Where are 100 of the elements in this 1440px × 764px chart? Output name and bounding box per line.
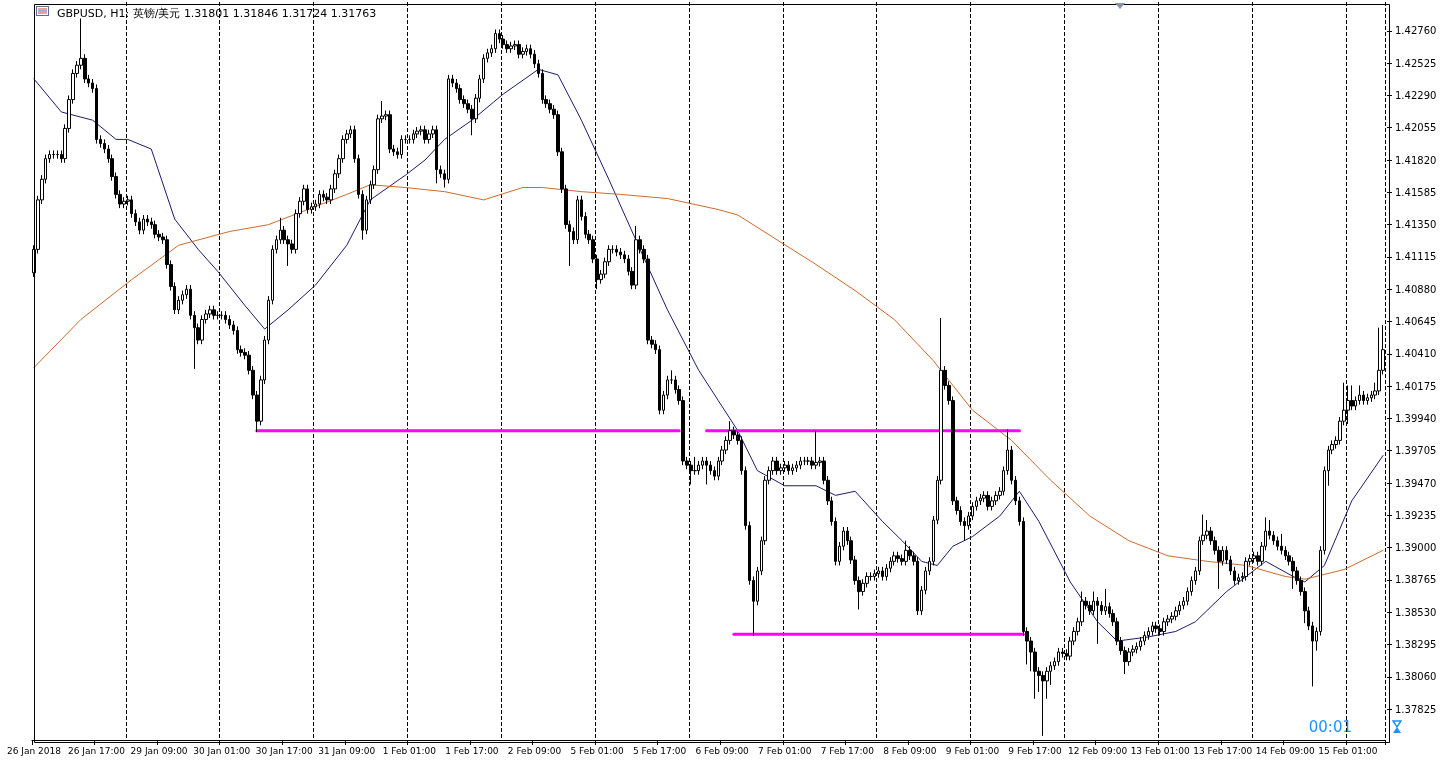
x-tick-label: 30 Jan 17:00 [255, 745, 313, 756]
x-tick-label: 15 Feb 01:00 [1318, 745, 1378, 756]
candlestick [908, 545, 912, 561]
candlestick [212, 305, 216, 320]
y-tick-label: 1.39235 [1395, 509, 1437, 521]
candlestick [142, 214, 145, 235]
candlestick [95, 83, 98, 145]
candlestick [1135, 641, 1138, 654]
candlestick [509, 41, 513, 54]
candlestick [1178, 600, 1181, 616]
x-tick-label: 13 Feb 17:00 [1193, 745, 1253, 756]
candlestick [1377, 327, 1381, 396]
candlestick [1147, 626, 1150, 641]
line-series [33, 184, 1384, 580]
candlestick [1244, 556, 1248, 582]
candlestick [447, 74, 450, 184]
candlestick [1151, 621, 1154, 637]
x-tick-label: 1 Feb 17:00 [445, 745, 499, 756]
candlestick [517, 39, 521, 59]
candlestick [153, 220, 157, 239]
y-tick-label: 1.41350 [1395, 219, 1437, 231]
candlestick [994, 490, 998, 506]
x-tick-label: 9 Feb 01:00 [945, 745, 1000, 756]
candlestick [400, 134, 403, 160]
y-tick-label: 1.41585 [1395, 186, 1437, 198]
candlestick [505, 39, 509, 54]
y-tick-label: 1.38530 [1395, 606, 1437, 618]
x-tick-label: 9 Feb 17:00 [1008, 745, 1062, 756]
candlestick [775, 456, 779, 476]
candlestick [916, 556, 919, 616]
candlestick [705, 456, 708, 485]
x-tick-label: 31 Jan 09:00 [318, 745, 376, 756]
y-tick-label: 1.37825 [1395, 703, 1437, 715]
candlestick [791, 463, 794, 476]
y-tick-label: 1.42290 [1395, 89, 1437, 101]
candlestick [1291, 556, 1295, 590]
y-tick-label: 1.38765 [1395, 574, 1437, 586]
candlestick [224, 310, 227, 325]
candlestick [619, 247, 622, 260]
y-tick-label: 1.41115 [1395, 251, 1437, 263]
y-tick-label: 1.40645 [1395, 316, 1437, 328]
x-tick-label: 5 Feb 17:00 [632, 745, 687, 756]
candlestick [412, 129, 415, 145]
candlestick [236, 325, 239, 355]
x-tick-label: 5 Feb 01:00 [570, 745, 624, 756]
y-tick-label: 1.42525 [1395, 57, 1437, 69]
candlestick [814, 430, 818, 470]
candlestick [904, 540, 908, 566]
x-tick-label: 30 Jan 01:00 [193, 745, 251, 756]
y-tick-label: 1.39705 [1395, 445, 1437, 457]
x-tick-label: 29 Jan 09:00 [130, 745, 188, 756]
candlestick [1041, 670, 1045, 737]
x-tick-label: 8 Feb 09:00 [883, 745, 937, 756]
candlestick [979, 493, 982, 506]
x-tick-label: 13 Feb 01:00 [1130, 745, 1190, 756]
x-tick-label: 6 Feb 09:00 [695, 745, 750, 756]
y-tick-label: 1.40410 [1395, 348, 1437, 360]
y-tick-label: 1.42760 [1395, 25, 1437, 37]
candlestick [1358, 384, 1361, 406]
candlestick [388, 110, 392, 154]
y-tick-label: 1.40880 [1395, 283, 1437, 295]
y-tick-label: 1.38060 [1395, 671, 1437, 683]
y-tick-label: 1.39940 [1395, 412, 1437, 424]
x-tick-label: 12 Feb 09:00 [1068, 745, 1128, 756]
y-tick-label: 1.40175 [1395, 380, 1437, 392]
candlestick [1162, 617, 1166, 637]
y-tick-label: 1.39470 [1395, 477, 1437, 489]
candlestick [200, 314, 204, 345]
candlestick [423, 125, 427, 145]
x-tick-label: 1 Feb 01:00 [382, 745, 437, 756]
candlestick [1104, 588, 1107, 616]
y-tick-label: 1.41820 [1395, 154, 1437, 166]
candlestick [881, 566, 884, 582]
line-series [33, 68, 1384, 642]
candlestick [634, 225, 638, 290]
x-tick-label: 7 Feb 01:00 [758, 745, 812, 756]
candlestick [1096, 596, 1099, 645]
candlestick [1366, 393, 1369, 406]
candlestick [458, 83, 462, 105]
y-tick-label: 1.42055 [1395, 122, 1437, 134]
annotation: 00:01 [1308, 717, 1353, 736]
x-tick-label: 2 Feb 09:00 [507, 745, 562, 756]
x-tick-label: 26 Jan 2018 [6, 745, 62, 756]
candlestick [1170, 611, 1174, 624]
candlestick [799, 456, 802, 470]
candlestick [697, 460, 700, 476]
candlestick [615, 244, 618, 257]
candlestick [318, 189, 321, 209]
x-tick-label: 26 Jan 17:00 [68, 745, 126, 756]
candlestick [427, 129, 431, 145]
candlestick [494, 28, 497, 54]
text: GBPUSD, H1: 英镑/美元 1.31801 1.31846 1.31724 1.31763 [57, 7, 377, 20]
candlestick [795, 460, 798, 473]
candlestick [787, 460, 790, 476]
candlestick [896, 551, 900, 564]
y-tick-label: 1.39000 [1395, 542, 1437, 554]
candlestick [986, 490, 990, 511]
candlestick [525, 44, 528, 57]
candlestick [435, 125, 438, 184]
candlestick [1057, 647, 1060, 667]
